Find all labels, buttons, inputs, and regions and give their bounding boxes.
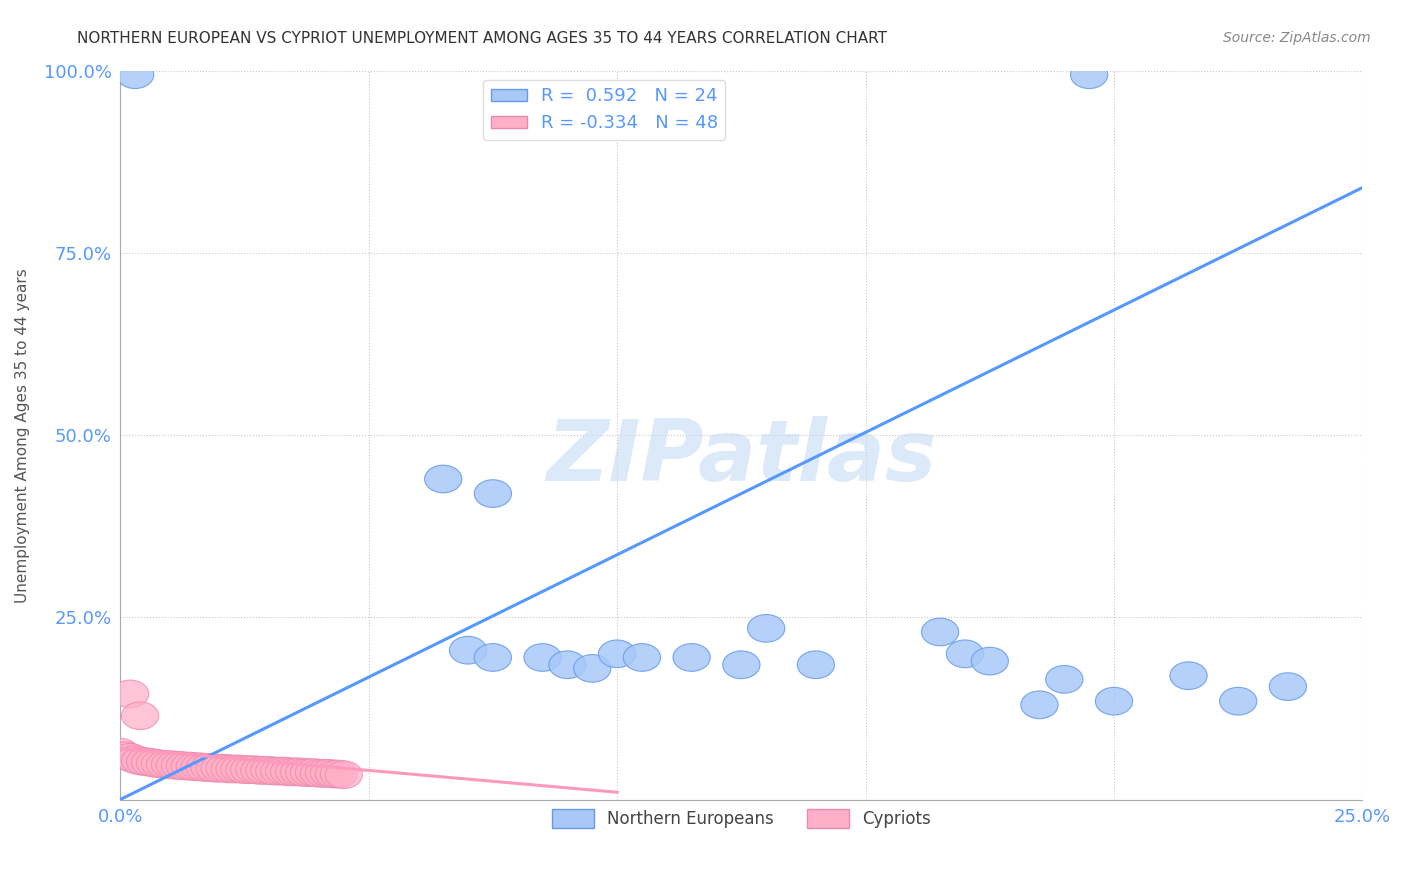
Ellipse shape [574,655,610,682]
Ellipse shape [260,757,298,785]
Ellipse shape [797,651,835,679]
Ellipse shape [136,749,173,777]
Ellipse shape [211,756,249,783]
Ellipse shape [325,761,363,789]
Ellipse shape [315,760,353,788]
Ellipse shape [623,644,661,672]
Ellipse shape [311,759,347,787]
Ellipse shape [186,754,224,781]
Ellipse shape [1046,665,1083,693]
Ellipse shape [191,754,228,781]
Ellipse shape [121,747,159,775]
Ellipse shape [127,747,163,775]
Ellipse shape [1095,688,1133,715]
Ellipse shape [291,759,328,787]
Ellipse shape [1219,688,1257,715]
Ellipse shape [1270,673,1306,700]
Ellipse shape [673,644,710,672]
Ellipse shape [205,755,243,782]
Ellipse shape [195,755,233,782]
Ellipse shape [111,743,149,771]
Ellipse shape [270,758,308,786]
Text: ZIPatlas: ZIPatlas [546,416,936,499]
Ellipse shape [201,755,238,782]
Ellipse shape [301,759,337,787]
Ellipse shape [236,756,273,783]
Text: NORTHERN EUROPEAN VS CYPRIOT UNEMPLOYMENT AMONG AGES 35 TO 44 YEARS CORRELATION : NORTHERN EUROPEAN VS CYPRIOT UNEMPLOYMEN… [77,31,887,46]
Ellipse shape [425,465,461,493]
Legend: Northern Europeans, Cypriots: Northern Europeans, Cypriots [546,802,938,835]
Ellipse shape [295,759,333,787]
Ellipse shape [280,758,318,786]
Ellipse shape [474,480,512,508]
Ellipse shape [1070,61,1108,88]
Ellipse shape [266,757,302,785]
Ellipse shape [146,751,184,779]
Ellipse shape [217,756,253,783]
Ellipse shape [162,751,198,779]
Text: Source: ZipAtlas.com: Source: ZipAtlas.com [1223,31,1371,45]
Ellipse shape [723,651,761,679]
Ellipse shape [117,61,153,88]
Ellipse shape [181,753,218,780]
Ellipse shape [221,756,259,783]
Ellipse shape [276,758,312,786]
Ellipse shape [321,760,357,788]
Ellipse shape [450,636,486,664]
Ellipse shape [152,751,188,779]
Ellipse shape [972,648,1008,675]
Ellipse shape [1021,691,1059,719]
Ellipse shape [226,756,263,783]
Ellipse shape [305,759,343,787]
Ellipse shape [946,640,984,668]
Ellipse shape [285,759,323,787]
Ellipse shape [117,746,153,773]
Ellipse shape [256,757,292,785]
Ellipse shape [111,680,149,707]
Ellipse shape [231,756,269,783]
Ellipse shape [101,739,139,766]
Ellipse shape [176,753,214,780]
Ellipse shape [748,615,785,642]
Ellipse shape [240,756,278,784]
Ellipse shape [107,742,143,770]
Ellipse shape [131,748,169,776]
Ellipse shape [524,644,561,672]
Ellipse shape [921,618,959,646]
Ellipse shape [246,756,283,784]
Ellipse shape [166,752,204,780]
Ellipse shape [548,651,586,679]
Ellipse shape [474,644,512,672]
Ellipse shape [172,752,208,780]
Ellipse shape [156,751,194,779]
Ellipse shape [121,702,159,730]
Ellipse shape [142,750,179,778]
Ellipse shape [1170,662,1208,690]
Ellipse shape [250,756,288,784]
Y-axis label: Unemployment Among Ages 35 to 44 years: Unemployment Among Ages 35 to 44 years [15,268,30,603]
Ellipse shape [599,640,636,668]
